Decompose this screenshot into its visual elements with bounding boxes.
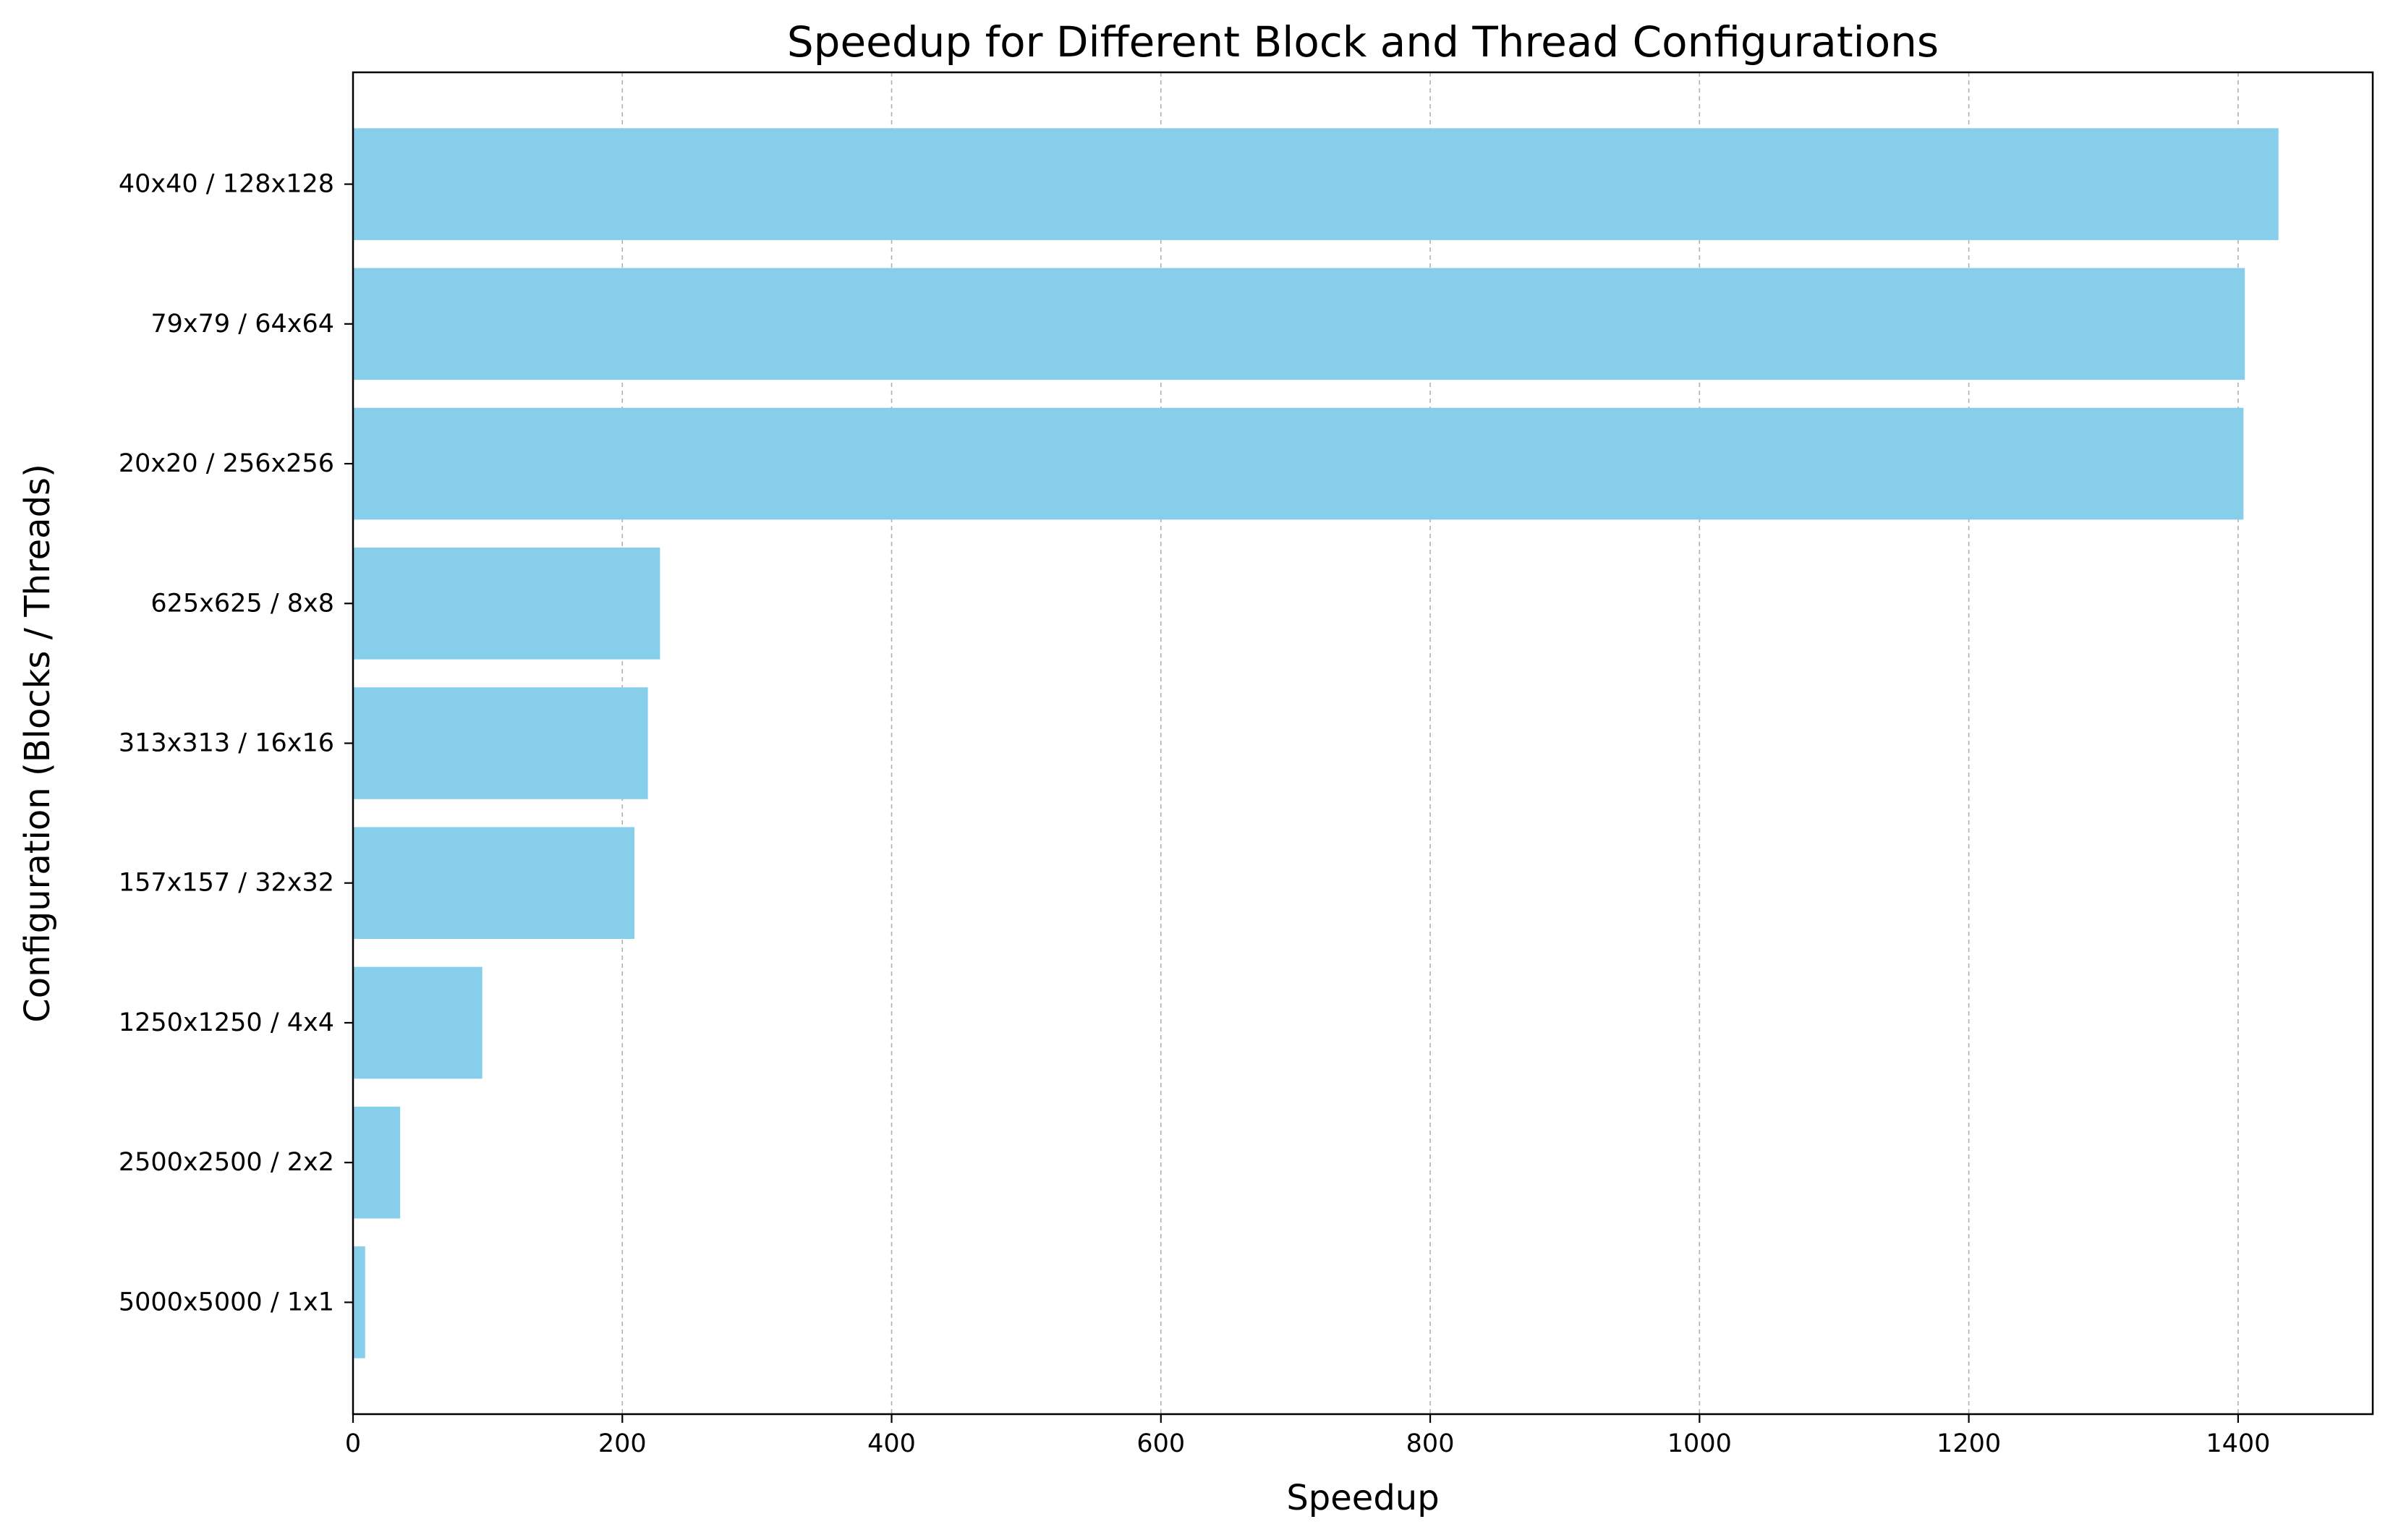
bar [353,1246,365,1358]
y-tick-label: 79x79 / 64x64 [150,310,334,339]
y-tick-label: 5000x5000 / 1x1 [119,1288,334,1316]
y-tick-label: 2500x2500 / 2x2 [119,1148,334,1177]
x-tick-label: 1200 [1937,1429,2001,1458]
bar [353,268,2245,380]
bar [353,687,648,799]
bar [353,407,2244,520]
x-tick-label: 1400 [2206,1429,2270,1458]
x-tick-label: 200 [598,1429,647,1458]
x-axis-label: Speedup [1286,1478,1439,1518]
chart-title: Speedup for Different Block and Thread C… [787,17,1939,67]
bar [353,827,635,940]
y-axis-ticks: 5000x5000 / 1x1 2500x2500 / 2x2 1250x1250 … [119,170,353,1316]
x-tick-label: 1000 [1667,1429,1732,1458]
bar-layer [353,128,2279,1358]
x-tick-label: 600 [1136,1429,1185,1458]
y-tick-label: 20x20 / 256x256 [119,449,334,478]
y-tick-label: 1250x1250 / 4x4 [119,1008,334,1037]
y-tick-label: 40x40 / 128x128 [119,170,334,199]
x-tick-label: 800 [1406,1429,1455,1458]
y-tick-label: 313x313 / 16x16 [119,729,334,758]
y-tick-label: 625x625 / 8x8 [150,589,334,618]
x-axis-ticks: 0 200 400 600 800 1000 1200 1400 [345,1414,2270,1458]
y-tick-label: 157x157 / 32x32 [119,869,334,898]
bar [353,1106,401,1219]
bar [353,547,660,660]
bar [353,128,2279,240]
x-tick-label: 400 [867,1429,916,1458]
y-axis-label: Configuration (Blocks / Threads) [17,464,58,1023]
x-tick-label: 0 [345,1429,361,1458]
bar [353,966,483,1079]
